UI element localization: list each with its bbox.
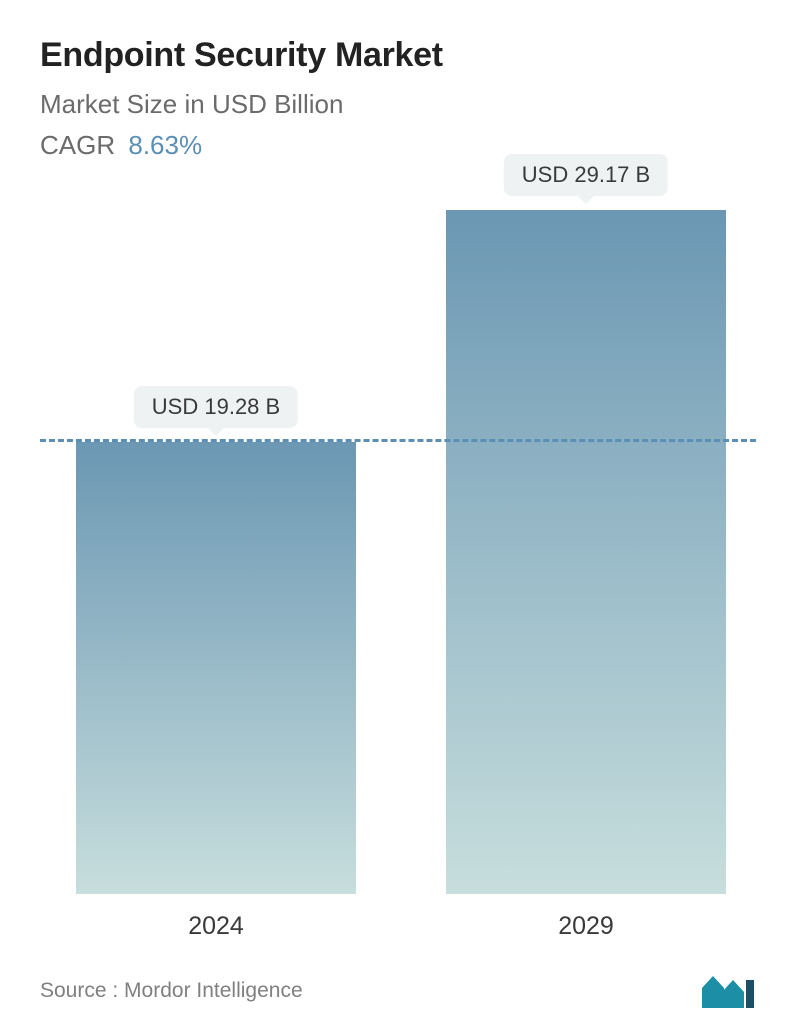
value-pill: USD 19.28 B xyxy=(134,386,298,428)
chart-subtitle: Market Size in USD Billion xyxy=(40,89,756,120)
x-axis-label: 2029 xyxy=(446,912,726,941)
chart-plot-area: USD 19.28 B USD 29.17 B xyxy=(40,210,756,894)
cagr-value: 8.63% xyxy=(128,130,202,160)
source-attribution: Source : Mordor Intelligence xyxy=(40,979,303,1003)
x-axis-label: 2024 xyxy=(76,912,356,941)
bar: USD 29.17 B xyxy=(446,210,726,894)
x-axis-labels: 2024 2029 xyxy=(40,912,756,952)
chart-title: Endpoint Security Market xyxy=(40,36,756,75)
chart-footer: Source : Mordor Intelligence xyxy=(40,972,756,1010)
cagr-label: CAGR xyxy=(40,130,115,160)
chart-card: Endpoint Security Market Market Size in … xyxy=(0,0,796,1034)
bar-fill xyxy=(446,210,726,894)
bar: USD 19.28 B xyxy=(76,442,356,894)
reference-line xyxy=(40,439,756,442)
brand-logo-icon xyxy=(700,972,756,1010)
value-pill: USD 29.17 B xyxy=(504,154,668,196)
bar-fill xyxy=(76,442,356,894)
